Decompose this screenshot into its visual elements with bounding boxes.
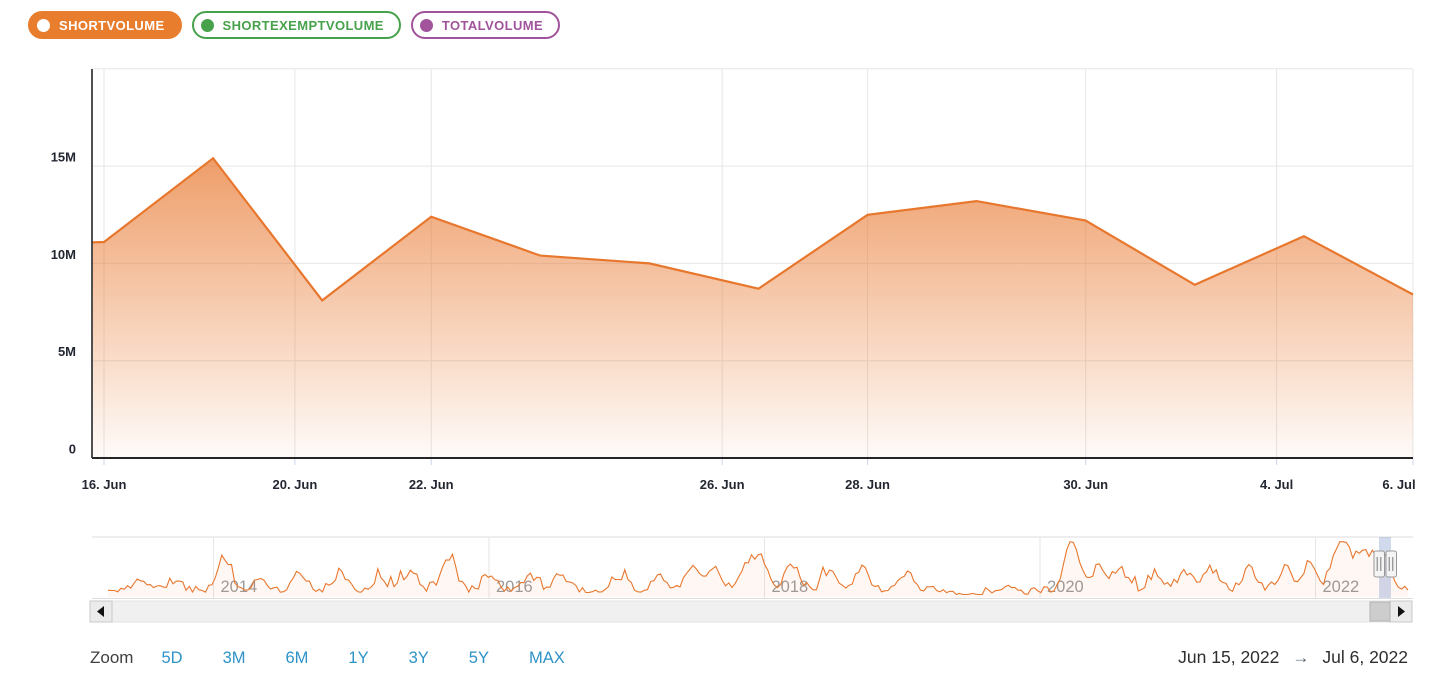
scrollbar-left-arrow-icon	[97, 606, 104, 617]
scrollbar-right-arrow-icon	[1398, 606, 1405, 617]
x-axis-label: 20. Jun	[272, 477, 317, 492]
x-axis-label: 30. Jun	[1063, 477, 1108, 492]
range-from-date: Jun 15, 2022	[1178, 647, 1280, 667]
scrollbar-thumb[interactable]	[1369, 601, 1391, 622]
navigator-year-label: 2020	[1047, 578, 1084, 596]
x-axis-label: 6. Jul	[1382, 477, 1415, 492]
x-axis-label: 26. Jun	[700, 477, 745, 492]
legend-item-shortvolume[interactable]: SHORTVOLUME	[28, 11, 182, 39]
y-axis-label: 15M	[51, 150, 76, 165]
zoom-button-5d[interactable]: 5D	[161, 649, 183, 667]
zoom-button-5y[interactable]: 5Y	[468, 649, 489, 667]
legend-marker-icon	[37, 18, 50, 32]
x-axis-label: 16. Jun	[82, 477, 127, 492]
zoom-button-3y[interactable]: 3Y	[408, 649, 429, 667]
zoom-label: Zoom	[90, 648, 134, 667]
x-axis-label: 22. Jun	[409, 477, 454, 492]
y-axis-label: 0	[69, 442, 76, 457]
y-axis-label: 5M	[58, 344, 76, 359]
navigator-year-label: 2022	[1323, 578, 1360, 596]
area-series-line	[92, 156, 1414, 302]
navigator-year-label: 2018	[772, 578, 809, 596]
handle-grip-box	[1385, 550, 1397, 578]
x-axis-label: 28. Jun	[845, 477, 890, 492]
handle-grip-box	[1373, 550, 1385, 578]
navigator-handle-left[interactable]	[1373, 550, 1385, 578]
zoom-button-6m[interactable]: 6M	[285, 649, 309, 667]
y-axis-label: 10M	[51, 247, 76, 262]
legend-marker-icon	[419, 18, 433, 32]
legend: SHORTVOLUME SHORTEXEMPTVOLUME TOTALVOLUM…	[28, 11, 561, 39]
navigator-series-line	[107, 541, 1409, 596]
zoom-button-1y[interactable]: 1Y	[348, 649, 369, 667]
legend-item-label: SHORTEXEMPTVOLUME	[222, 17, 384, 33]
range-to-date: Jul 6, 2022	[1322, 647, 1408, 667]
zoom-button-3m[interactable]: 3M	[222, 649, 246, 667]
zoom-buttons-group: Zoom 5D 3M 6M 1Y 3Y 5Y MAX	[90, 648, 565, 668]
legend-item-shortexemptvolume[interactable]: SHORTEXEMPTVOLUME	[191, 11, 401, 39]
navigator-series-fill	[108, 541, 1408, 597]
range-arrow-icon: →	[1292, 648, 1310, 667]
zoom-button-max[interactable]: MAX	[528, 649, 565, 667]
scrollbar-track[interactable]	[111, 600, 1391, 623]
legend-item-totalvolume[interactable]: TOTALVOLUME	[410, 11, 561, 39]
legend-item-label: TOTALVOLUME	[441, 17, 544, 33]
legend-item-label: SHORTVOLUME	[59, 17, 165, 33]
x-axis-label: 4. Jul	[1260, 477, 1293, 492]
legend-marker-icon	[200, 18, 214, 32]
date-range-display: Jun 15, 2022 → Jul 6, 2022	[1178, 647, 1408, 668]
navigator-handle-right[interactable]	[1385, 550, 1397, 578]
area-series-fill	[92, 158, 1413, 457]
range-selector: Zoom 5D 3M 6M 1Y 3Y 5Y MAX Jun 15, 2022 …	[90, 647, 1408, 668]
